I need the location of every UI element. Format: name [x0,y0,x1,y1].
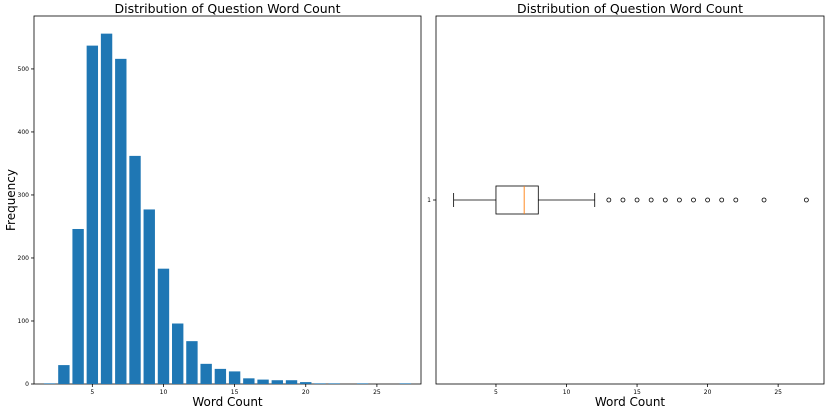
boxplot-x-tick-label: 25 [774,389,782,396]
boxplot-outlier-point [719,197,725,203]
histogram-bar [58,365,70,384]
histogram-x-tick-label: 25 [373,389,381,396]
boxplot-outlier-point [676,197,682,203]
histogram-bar [143,209,155,384]
boxplot-outlier-point [606,197,612,203]
boxplot-chart: Distribution of Question Word Count Word… [427,1,825,409]
histogram-bar [172,323,184,384]
histogram-chart: Distribution of Question Word Count Word… [4,1,422,409]
boxplot-outlier-point [648,197,654,203]
histogram-bar [86,45,99,385]
boxplot-y-ticks: 1 [427,197,436,204]
boxplot-x-tick-label: 10 [563,389,571,396]
boxplot-x-axis-label: Word Count [595,395,666,409]
histogram-title: Distribution of Question Word Count [114,1,340,16]
histogram-bar [300,382,312,384]
histogram-bar [228,371,241,384]
histogram-bar [243,378,255,384]
histogram-bar [271,380,283,384]
histogram-x-tick-label: 5 [90,389,94,396]
histogram-bar [328,383,340,384]
boxplot-y-tick-label: 1 [427,197,431,204]
boxplot-outlier-point [803,197,809,203]
boxplot-outlier-point [705,197,710,203]
boxplot-box [495,185,539,215]
histogram-plot-frame [33,15,422,385]
histogram-x-ticks: 5 10 15 20 25 [90,384,381,396]
histogram-y-ticks: 0 100 200 300 400 500 [18,66,34,388]
boxplot-outlier-point [634,197,640,203]
histogram-bar [157,268,170,384]
histogram-bar [43,383,56,384]
boxplot-outlier-point [733,197,739,203]
histogram-bar [399,383,412,384]
histogram-x-tick-label: 20 [302,389,310,396]
histogram-bar [285,380,298,384]
histogram-x-axis-label: Word Count [192,395,263,409]
histogram-bar [100,33,113,384]
boxplot-x-tick-label: 5 [494,389,498,396]
boxplot-x-tick-label: 15 [633,389,641,396]
histogram-x-tick-label: 10 [160,389,168,396]
boxplot-outlier-point [761,197,767,203]
histogram-bar [356,383,369,384]
boxplot-title: Distribution of Question Word Count [517,1,743,16]
histogram-bar [214,368,227,384]
histogram-y-tick-label: 200 [18,255,30,262]
boxplot-outlier-point [620,197,626,203]
histogram-bar [314,383,326,384]
histogram-bar [257,379,269,384]
histogram-bar [186,341,198,384]
histogram-y-axis-label: Frequency [4,169,18,231]
histogram-y-tick-label: 400 [18,129,30,136]
histogram-y-tick-label: 300 [18,192,30,199]
boxplot-x-ticks: 5 10 15 20 25 [494,384,782,396]
boxplot-marks [453,185,809,215]
histogram-y-tick-label: 500 [18,66,30,73]
boxplot-outlier-point [691,197,696,203]
histogram-bar [200,363,212,384]
histogram-bar [129,155,141,384]
boxplot-outlier-point [662,197,668,203]
histogram-x-tick-label: 15 [231,389,239,396]
histogram-bar [115,58,127,384]
histogram-bars [43,33,412,385]
histogram-y-tick-label: 0 [25,381,29,388]
histogram-bar [72,228,84,384]
histogram-y-tick-label: 100 [18,318,30,325]
boxplot-x-tick-label: 20 [704,389,712,396]
